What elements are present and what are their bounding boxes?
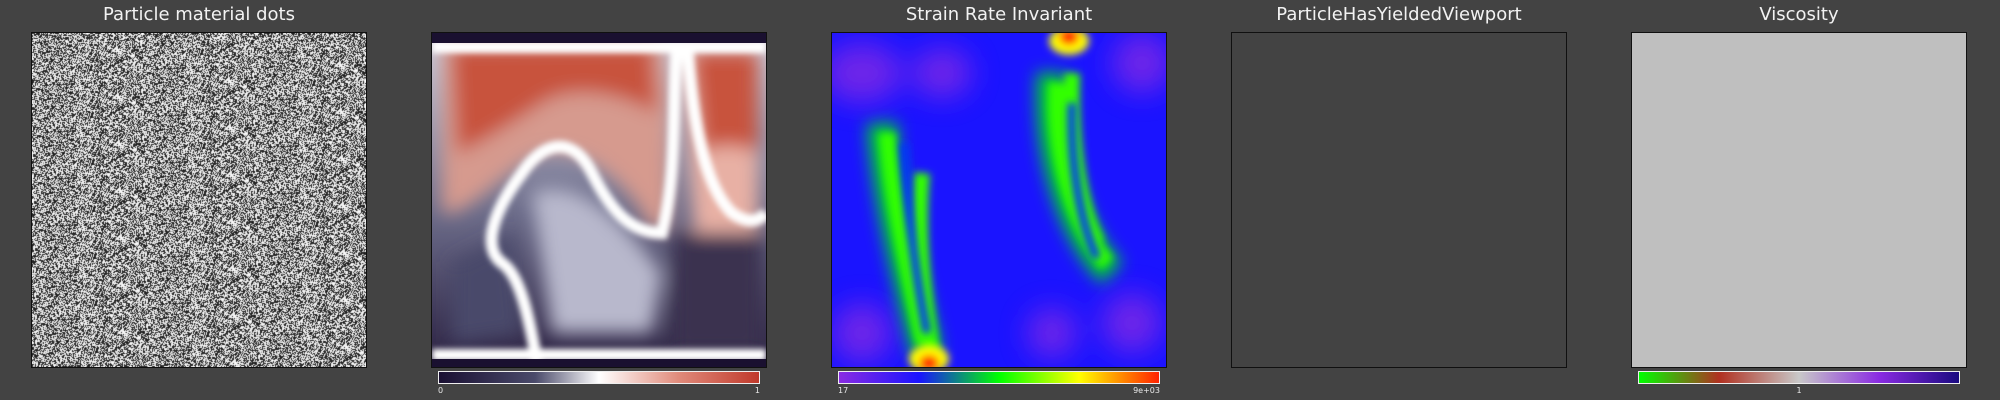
colourbar-min-label: 17 (838, 386, 849, 395)
panel-viscosity: Viscosity 1 (1631, 0, 1967, 400)
panel-title: ParticleHasYieldedViewport (1276, 4, 1522, 25)
particle-dots-canvas (32, 33, 366, 367)
temperature-field-image (432, 33, 766, 367)
strain-rate-colourbar (838, 371, 1160, 384)
panel-title: Viscosity (1759, 4, 1839, 25)
colourbar-min-label: 0 (438, 386, 444, 395)
colourbar-max-label: 9e+03 (1133, 386, 1160, 395)
viscosity-viewport[interactable] (1631, 32, 1967, 368)
colourbar-mid-label: 1 (1796, 386, 1802, 395)
panel-title: Particle material dots (103, 4, 295, 25)
temperature-viewport[interactable] (431, 32, 767, 368)
panel-strain-rate: Strain Rate Invariant (831, 0, 1167, 400)
temperature-colourbar (438, 371, 760, 384)
panel-temperature-field: 0 1 (431, 0, 767, 400)
panel-particle-material: Particle material dots (31, 0, 367, 400)
panel-particle-yielded: ParticleHasYieldedViewport (1231, 0, 1567, 400)
strain-rate-field-image (832, 33, 1166, 367)
particle-dots-viewport[interactable] (31, 32, 367, 368)
panel-title: Strain Rate Invariant (905, 4, 1093, 25)
yielded-viewport[interactable] (1231, 32, 1567, 368)
colourbar-max-label: 1 (754, 386, 760, 395)
viscosity-colourbar (1638, 371, 1960, 384)
strain-rate-viewport[interactable] (831, 32, 1167, 368)
